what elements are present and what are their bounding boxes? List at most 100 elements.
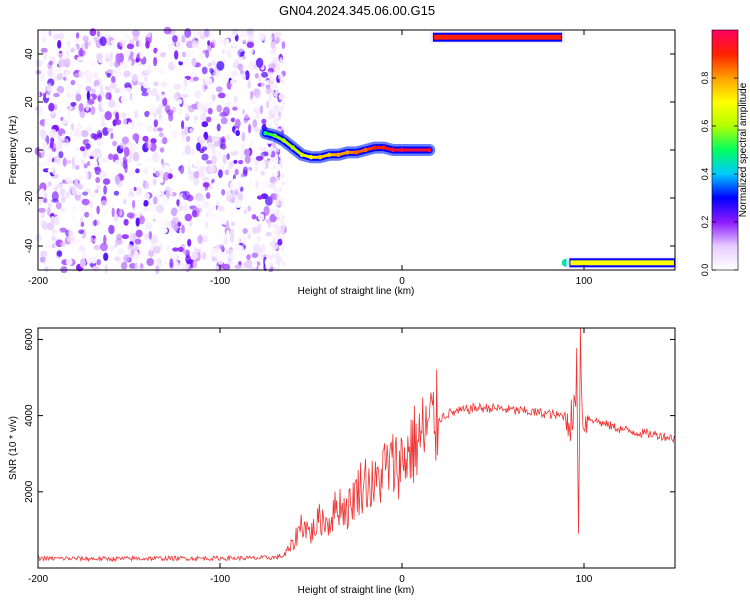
noise-blob	[245, 214, 253, 224]
noise-blob	[189, 227, 196, 235]
noise-blob	[280, 221, 284, 227]
noise-blob	[112, 259, 119, 267]
noise-blob	[194, 115, 199, 121]
noise-blob	[281, 181, 285, 186]
noise-blob	[78, 49, 86, 57]
noise-blob	[213, 30, 220, 38]
noise-blob	[282, 261, 286, 267]
noise-blob	[89, 178, 95, 183]
y-tick-label: 2000	[24, 480, 35, 503]
noise-blob	[281, 79, 285, 85]
noise-blob	[166, 95, 172, 101]
noise-blob	[85, 126, 92, 132]
noise-blob	[259, 105, 263, 115]
noise-blob	[134, 255, 139, 263]
noise-blob	[90, 106, 96, 115]
noise-blob	[272, 223, 276, 229]
noise-blob	[95, 53, 103, 60]
noise-blob	[121, 234, 129, 240]
noise-blob	[106, 128, 114, 132]
noise-blob	[274, 92, 278, 98]
snr-x-label: Height of straight line (km)	[298, 585, 415, 596]
noise-blob	[241, 145, 245, 153]
noise-blob	[183, 108, 190, 118]
noise-blob	[69, 243, 73, 248]
noise-blob	[43, 197, 48, 203]
noise-blob	[78, 103, 84, 112]
noise-blob	[51, 110, 55, 117]
noise-blob	[142, 192, 150, 200]
noise-blob	[136, 162, 143, 167]
noise-blob	[51, 183, 57, 189]
noise-blob	[204, 102, 210, 109]
noise-blob	[123, 254, 130, 263]
noise-blob	[72, 210, 78, 218]
noise-blob	[238, 191, 244, 202]
noise-blob	[242, 249, 247, 254]
noise-blob	[279, 58, 283, 64]
noise-blob	[108, 244, 115, 252]
noise-blob	[57, 52, 64, 59]
noise-blob	[201, 231, 208, 237]
noise-blob	[212, 182, 216, 187]
noise-blob	[209, 100, 215, 106]
noise-blob	[256, 195, 263, 200]
noise-blob	[192, 27, 198, 37]
noise-blob	[119, 174, 125, 181]
noise-blob	[74, 127, 82, 138]
noise-blob	[50, 215, 55, 226]
noise-blob	[110, 39, 117, 45]
ridge-point	[354, 150, 359, 155]
noise-blob	[229, 79, 234, 85]
noise-blob	[147, 124, 152, 133]
noise-blob	[102, 127, 109, 136]
noise-blob	[252, 119, 258, 128]
noise-blob	[278, 115, 282, 121]
noise-blob	[85, 143, 91, 150]
noise-blob	[96, 139, 103, 147]
noise-blob	[145, 31, 152, 38]
noise-blob	[159, 147, 165, 153]
noise-blob	[49, 128, 57, 138]
noise-blob	[276, 201, 280, 207]
noise-blob	[150, 215, 156, 220]
noise-blob	[186, 50, 191, 58]
noise-blob	[85, 172, 89, 181]
noise-blob	[123, 146, 130, 157]
noise-blob	[94, 166, 99, 171]
noise-blob	[271, 156, 275, 162]
noise-blob	[186, 259, 193, 265]
noise-blob	[88, 191, 96, 199]
noise-blob	[48, 60, 54, 66]
noise-blob	[246, 28, 254, 35]
noise-blob	[275, 56, 279, 62]
noise-blob	[215, 265, 222, 273]
noise-blob	[221, 49, 225, 54]
noise-blob	[127, 244, 134, 250]
noise-blob	[93, 148, 102, 154]
noise-blob	[278, 187, 282, 193]
noise-blob	[114, 159, 121, 165]
noise-blob	[282, 59, 285, 65]
noise-blob	[53, 226, 61, 232]
noise-blob	[224, 169, 230, 176]
noise-blob	[191, 251, 199, 260]
noise-blob	[70, 102, 77, 107]
noise-blob	[171, 129, 178, 139]
noise-blob	[52, 33, 60, 40]
noise-blob	[115, 111, 119, 122]
noise-blob	[216, 123, 221, 132]
noise-blob	[128, 206, 133, 212]
noise-blob	[186, 263, 191, 268]
noise-blob	[163, 253, 168, 262]
noise-blob	[278, 226, 282, 232]
noise-blob	[156, 257, 162, 267]
noise-blob	[61, 133, 66, 142]
noise-blob	[84, 223, 91, 229]
noise-blob	[233, 95, 238, 103]
ridge-point	[281, 138, 286, 143]
noise-blob	[265, 231, 272, 237]
noise-blob	[72, 220, 79, 226]
x-tick-label: -100	[210, 276, 230, 287]
